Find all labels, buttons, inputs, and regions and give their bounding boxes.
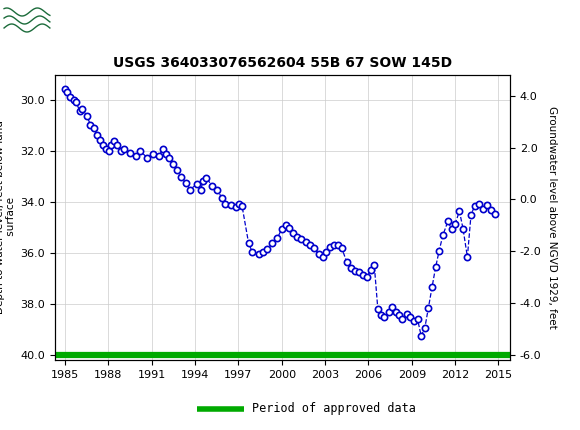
Title: USGS 364033076562604 55B 67 SOW 145D: USGS 364033076562604 55B 67 SOW 145D [113,55,452,70]
Y-axis label: Depth to water level, feet below land
 surface: Depth to water level, feet below land su… [0,120,16,314]
Y-axis label: Groundwater level above NGVD 1929, feet: Groundwater level above NGVD 1929, feet [547,106,557,329]
Text: Period of approved data: Period of approved data [252,402,416,415]
Bar [3,3,52,37]
Text: USGS: USGS [57,10,112,28]
